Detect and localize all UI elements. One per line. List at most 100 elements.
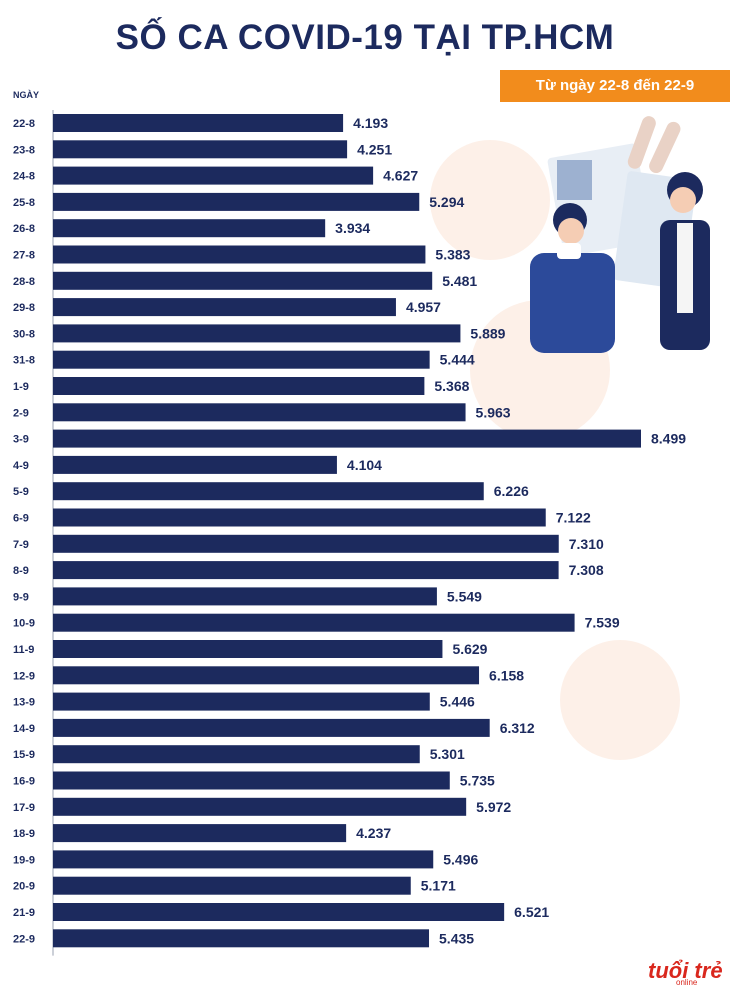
category-label: 28-8 [13, 276, 35, 288]
category-label: 24-8 [13, 171, 35, 183]
brand-logo: tuổi trẻ [648, 958, 723, 983]
bar [53, 824, 347, 843]
bar [53, 140, 348, 159]
value-label: 6.226 [494, 483, 529, 499]
value-label: 5.496 [443, 851, 478, 867]
bar [53, 166, 374, 185]
category-label: 21-9 [13, 907, 35, 919]
category-label: 29-8 [13, 302, 35, 314]
bar [53, 508, 546, 527]
value-label: 6.521 [514, 904, 549, 920]
value-label: 6.158 [489, 667, 524, 683]
value-label: 7.308 [569, 562, 604, 578]
value-label: 5.444 [440, 352, 475, 368]
value-label: 6.312 [500, 720, 535, 736]
virus-decoration-1 [430, 140, 550, 260]
value-label: 4.237 [356, 825, 391, 841]
page-title: SỐ CA COVID-19 TẠI TP.HCM [115, 18, 615, 57]
bar [53, 613, 575, 632]
category-label: 19-9 [13, 854, 35, 866]
bar [53, 771, 450, 790]
category-label: 9-9 [13, 591, 29, 603]
category-label: 6-9 [13, 513, 29, 525]
value-label: 3.934 [335, 220, 370, 236]
bar [53, 929, 430, 948]
value-label: 5.889 [470, 325, 505, 341]
value-label: 4.957 [406, 299, 441, 315]
bar [53, 797, 467, 816]
category-label: 20-9 [13, 881, 35, 893]
value-label: 8.499 [651, 431, 686, 447]
value-label: 5.629 [452, 641, 487, 657]
value-label: 5.435 [439, 930, 474, 946]
value-label: 5.368 [434, 378, 469, 394]
category-label: 1-9 [13, 381, 29, 393]
value-label: 5.294 [429, 194, 464, 210]
category-label: 5-9 [13, 486, 29, 498]
category-label: 17-9 [13, 802, 35, 814]
category-label: 8-9 [13, 565, 29, 577]
bar [53, 903, 505, 921]
bar [53, 876, 411, 895]
bar [53, 298, 396, 317]
category-label: 30-8 [13, 328, 35, 340]
bar [53, 745, 420, 764]
bar [53, 666, 480, 685]
category-label: 2-9 [13, 407, 29, 419]
category-label: 7-9 [13, 539, 29, 551]
bar [53, 587, 437, 606]
bar [53, 482, 484, 501]
category-label: 23-8 [13, 144, 35, 156]
bar [53, 324, 461, 343]
value-label: 4.627 [383, 168, 418, 184]
value-label: 5.481 [442, 273, 477, 289]
category-label: 31-8 [13, 355, 35, 367]
bar [53, 350, 430, 369]
category-label: 4-9 [13, 460, 29, 472]
category-label: 13-9 [13, 697, 35, 709]
category-label: 10-9 [13, 618, 35, 630]
illustration-people [530, 116, 710, 353]
bar [53, 403, 466, 422]
bar [53, 850, 434, 869]
category-label: 26-8 [13, 223, 35, 235]
category-label: 22-9 [13, 933, 35, 945]
bar [53, 692, 430, 711]
bar [53, 455, 337, 474]
y-axis-label: NGÀY [13, 90, 39, 100]
bar [53, 245, 426, 264]
bar [53, 114, 344, 132]
value-label: 5.171 [421, 878, 456, 894]
category-label: 18-9 [13, 828, 35, 840]
category-label: 27-8 [13, 250, 35, 262]
category-label: 25-8 [13, 197, 35, 209]
category-label: 16-9 [13, 776, 35, 788]
category-label: 12-9 [13, 670, 35, 682]
bar [53, 640, 443, 658]
category-label: 11-9 [13, 644, 34, 656]
value-label: 7.539 [585, 615, 620, 631]
bar [53, 219, 326, 238]
value-label: 7.122 [556, 510, 591, 526]
value-label: 5.301 [430, 746, 465, 762]
virus-decoration-3 [560, 640, 680, 760]
brand-logo-sub: online [676, 978, 698, 987]
bar [53, 429, 641, 448]
value-label: 4.104 [347, 457, 382, 473]
value-label: 4.251 [357, 141, 392, 157]
value-label: 5.549 [447, 588, 482, 604]
category-label: 3-9 [13, 434, 29, 446]
bar [53, 561, 559, 580]
category-label: 15-9 [13, 749, 35, 761]
category-label: 14-9 [13, 723, 35, 735]
bar [53, 271, 433, 290]
date-range-badge: Từ ngày 22-8 đến 22-9 [500, 70, 730, 102]
bar [53, 192, 420, 211]
value-label: 7.310 [569, 536, 604, 552]
category-label: 22-8 [13, 118, 35, 130]
value-label: 4.193 [353, 115, 388, 131]
value-label: 5.735 [460, 773, 495, 789]
value-label: 5.972 [476, 799, 511, 815]
value-label: 5.963 [476, 404, 511, 420]
